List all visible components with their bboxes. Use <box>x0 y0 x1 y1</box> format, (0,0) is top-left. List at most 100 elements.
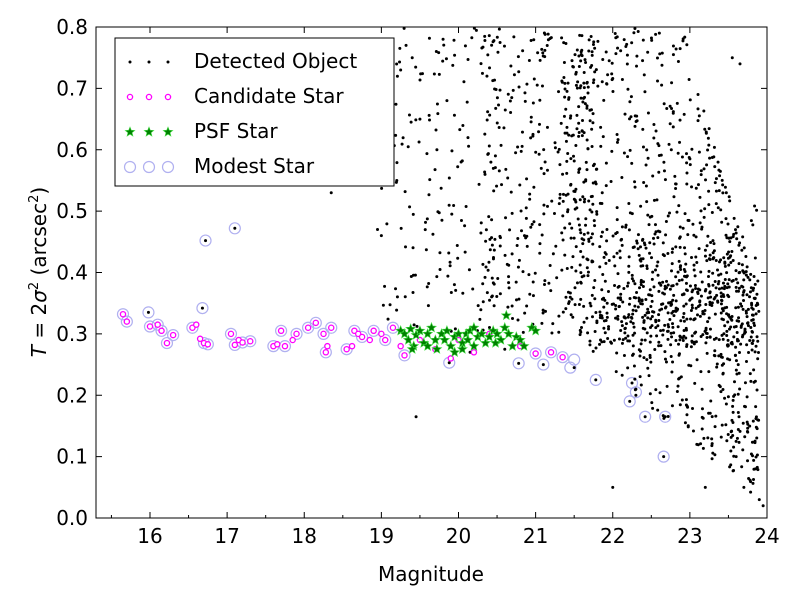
detected-object-point <box>688 98 692 102</box>
detected-object-point <box>699 270 703 274</box>
detected-object-point <box>752 321 756 325</box>
axis-ticks: 16 17 18 19 20 21 22 23 240.00.10.20.30.40.50.60… <box>56 15 780 548</box>
detected-object-point <box>626 339 630 343</box>
detected-object-point <box>712 242 716 246</box>
detected-object-point <box>538 223 542 227</box>
detected-object-point <box>582 304 586 308</box>
detected-object-point <box>683 246 687 250</box>
detected-object-point <box>481 45 485 49</box>
detected-object-point <box>647 374 651 378</box>
candidate-star-point <box>343 345 350 353</box>
detected-object-point <box>669 148 673 152</box>
detected-object-point <box>688 284 692 288</box>
detected-object-point <box>641 257 645 261</box>
detected-object-point <box>569 313 573 317</box>
candidate-star-point <box>277 327 285 335</box>
detected-object-point <box>588 301 592 305</box>
detected-object-point <box>713 165 717 169</box>
detected-object-point <box>757 498 761 502</box>
detected-object-point <box>394 287 398 291</box>
detected-object-point <box>517 85 521 89</box>
detected-object-point <box>486 152 490 156</box>
detected-object-point <box>575 127 579 131</box>
detected-object-point <box>625 42 629 46</box>
detected-object-point <box>654 326 658 330</box>
candidate-star-point <box>470 349 478 356</box>
detected-object-point <box>418 117 422 121</box>
candidate-star-point <box>366 336 374 344</box>
detected-object-point <box>577 121 581 125</box>
detected-object-point <box>703 485 707 489</box>
detected-object-point <box>706 234 710 238</box>
detected-object-point <box>700 227 704 231</box>
detected-object-point <box>595 210 599 214</box>
detected-object-point <box>652 198 656 202</box>
detected-object-point <box>751 339 755 343</box>
detected-object-point <box>488 66 492 70</box>
detected-object-point <box>706 148 710 152</box>
detected-object-point <box>601 135 605 139</box>
detected-object-point <box>725 333 729 337</box>
detected-object-point <box>720 286 724 290</box>
detected-object-point <box>411 246 415 250</box>
detected-object-point <box>543 309 547 313</box>
detected-object-point <box>395 161 399 165</box>
legend-marker-detected-object <box>128 60 132 64</box>
detected-object-point <box>606 73 610 77</box>
detected-object-point <box>522 234 526 238</box>
detected-object-point <box>572 197 576 201</box>
detected-object-point <box>600 80 604 84</box>
detected-object-point <box>642 73 646 77</box>
detected-object-point <box>495 295 499 299</box>
detected-object-point <box>628 297 632 301</box>
detected-object-point <box>577 170 581 174</box>
x-tick-label: 17 <box>214 524 239 548</box>
detected-object-point <box>607 327 611 331</box>
detected-object-point <box>721 337 725 341</box>
detected-object-point <box>755 292 759 296</box>
detected-object-point <box>520 130 524 134</box>
detected-object-point <box>570 226 574 230</box>
detected-object-point <box>729 261 733 265</box>
detected-object-point <box>575 281 579 285</box>
detected-object-point <box>638 375 642 379</box>
detected-object-point <box>648 392 652 396</box>
legend-label-detected-object: Detected Object <box>194 49 357 73</box>
detected-object-point <box>664 305 668 309</box>
detected-object-point <box>633 304 637 308</box>
detected-object-point <box>471 287 475 291</box>
detected-object-point <box>745 429 749 433</box>
detected-object-point <box>610 302 614 306</box>
detected-object-point <box>754 405 758 409</box>
detected-object-point <box>605 228 609 232</box>
detected-object-point <box>679 267 683 271</box>
detected-object-point <box>542 172 546 176</box>
detected-object-point <box>413 273 417 277</box>
detected-object-point <box>702 167 706 171</box>
legend-marker-modest-star <box>142 160 156 174</box>
detected-object-point <box>753 256 757 260</box>
detected-object-point <box>687 78 691 82</box>
detected-object-point <box>478 317 482 321</box>
detected-object-point <box>481 282 485 286</box>
detected-object-point <box>557 314 561 318</box>
detected-object-point <box>731 235 735 239</box>
detected-object-point <box>711 451 715 455</box>
detected-object-point <box>645 331 649 335</box>
detected-object-point <box>483 172 487 176</box>
detected-object-point <box>704 341 708 345</box>
detected-object-point <box>570 297 574 301</box>
detected-object-point <box>702 436 706 440</box>
detected-object-point <box>514 280 518 284</box>
detected-object-point <box>452 204 456 208</box>
detected-object-point <box>664 219 668 223</box>
detected-object-point <box>736 289 740 293</box>
detected-object-point <box>624 225 628 229</box>
candidate-star-point <box>231 341 239 349</box>
detected-object-point <box>623 112 627 116</box>
detected-object-point <box>733 353 737 357</box>
detected-object-point <box>691 222 695 226</box>
detected-object-point <box>621 338 625 342</box>
detected-object-point <box>747 350 751 354</box>
detected-object-point <box>402 26 406 30</box>
